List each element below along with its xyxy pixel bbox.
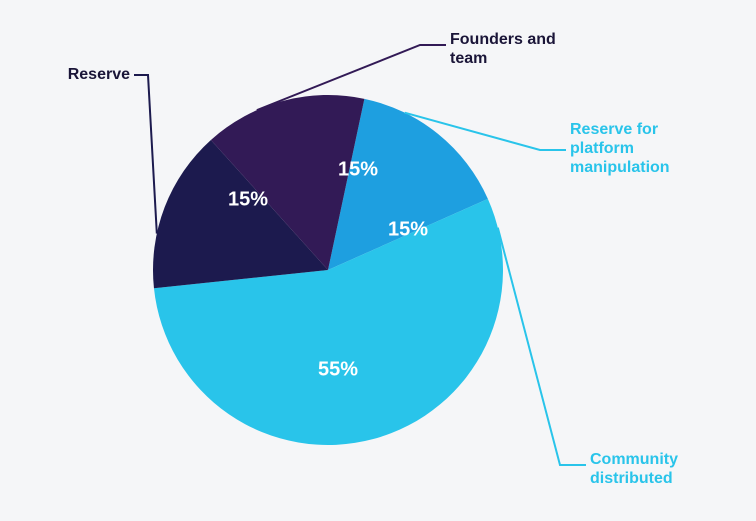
leader-line-reserve: [134, 75, 157, 234]
pie-svg: [0, 0, 756, 521]
token-distribution-chart: 15%Reserve forplatformmanipulation55%Com…: [0, 0, 756, 521]
leader-line-community: [498, 228, 586, 465]
